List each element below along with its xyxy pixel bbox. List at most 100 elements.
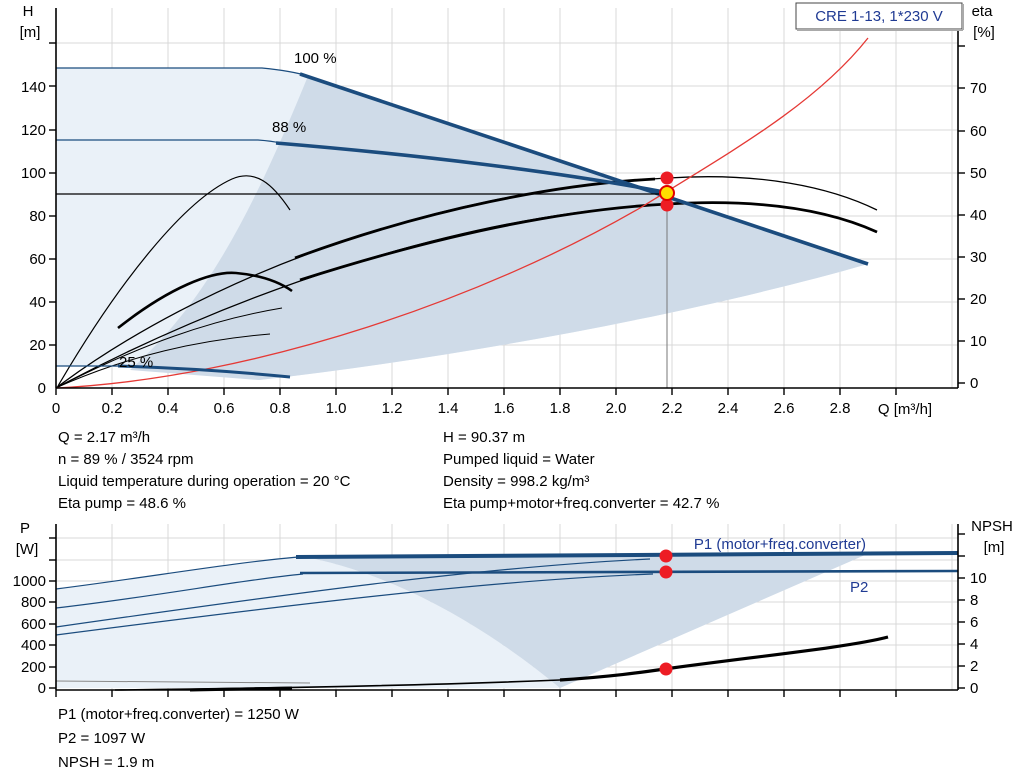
svg-text:20: 20 xyxy=(970,291,987,308)
svg-text:80: 80 xyxy=(29,208,46,225)
svg-text:2.8: 2.8 xyxy=(830,400,851,417)
svg-text:1.6: 1.6 xyxy=(494,400,515,417)
svg-text:H = 90.37 m: H = 90.37 m xyxy=(443,429,525,446)
curve-25-percent xyxy=(117,364,291,379)
svg-text:140: 140 xyxy=(21,79,46,96)
system-curve xyxy=(55,37,869,389)
x-tick-labels: 0 0.2 0.4 0.6 0.8 1.0 1.2 1.4 1.6 1.8 2.… xyxy=(52,400,851,417)
power-curves xyxy=(55,551,959,636)
svg-text:2.2: 2.2 xyxy=(662,400,683,417)
curve-88-percent xyxy=(275,141,665,194)
pump-title-box: CRE 1-13, 1*230 V xyxy=(795,2,964,31)
p-axis-unit: [W] xyxy=(16,541,39,558)
svg-text:Q = 2.17 m³/h: Q = 2.17 m³/h xyxy=(58,429,150,446)
x-axis-title: Q [m³/h] xyxy=(878,401,932,418)
svg-text:8: 8 xyxy=(970,592,978,609)
y-left-axis-title: H xyxy=(23,3,34,20)
y-right-tick-labels: 70 60 50 40 30 20 10 0 xyxy=(970,80,987,392)
svg-text:P1 (motor+freq.converter) = 12: P1 (motor+freq.converter) = 1250 W xyxy=(58,706,300,723)
svg-text:1.0: 1.0 xyxy=(326,400,347,417)
power-envelope-light xyxy=(56,556,560,688)
npsh-axis-title: NPSH xyxy=(971,518,1013,535)
svg-text:Density = 998.2 kg/m³: Density = 998.2 kg/m³ xyxy=(443,473,589,490)
svg-text:40: 40 xyxy=(970,207,987,224)
eta-total-marker xyxy=(660,198,674,212)
y-left-axis-unit: [m] xyxy=(20,24,41,41)
curve-npsh-thick xyxy=(559,635,889,682)
y-right-axis-unit: [%] xyxy=(973,24,995,41)
results-bottom: P1 (motor+freq.converter) = 1250 W P2 = … xyxy=(58,706,300,771)
svg-text:Pumped liquid = Water: Pumped liquid = Water xyxy=(443,451,595,468)
eta-total-curve-thick xyxy=(299,201,878,282)
p2-marker xyxy=(659,565,673,579)
svg-text:0: 0 xyxy=(970,375,978,392)
svg-text:600: 600 xyxy=(21,616,46,633)
npsh-axis-unit: [m] xyxy=(984,539,1005,556)
p-axis-title: P xyxy=(20,520,30,537)
label-speed-100: 100 % xyxy=(294,50,337,67)
svg-text:0: 0 xyxy=(38,680,46,697)
label-speed-25: 25 % xyxy=(119,354,153,371)
results-top: Q = 2.17 m³/h n = 89 % / 3524 rpm Liquid… xyxy=(58,429,719,512)
svg-text:0.8: 0.8 xyxy=(270,400,291,417)
eta-arc-small-thin xyxy=(57,175,291,387)
p-tick-labels: 1000 800 600 400 200 0 xyxy=(13,573,46,697)
npsh-tick-labels: 10 8 6 4 2 0 xyxy=(970,570,987,697)
svg-text:1000: 1000 xyxy=(13,573,46,590)
curve-p1 xyxy=(295,551,959,559)
svg-text:800: 800 xyxy=(21,594,46,611)
svg-text:1.4: 1.4 xyxy=(438,400,459,417)
svg-text:100: 100 xyxy=(21,165,46,182)
pump-title: CRE 1-13, 1*230 V xyxy=(815,8,943,25)
svg-text:60: 60 xyxy=(29,251,46,268)
svg-text:n = 89 % / 3524 rpm: n = 89 % / 3524 rpm xyxy=(58,451,194,468)
top-axes xyxy=(49,8,965,395)
svg-text:2.6: 2.6 xyxy=(774,400,795,417)
svg-text:0: 0 xyxy=(52,400,60,417)
svg-text:2.4: 2.4 xyxy=(718,400,739,417)
svg-text:50: 50 xyxy=(970,165,987,182)
svg-text:10: 10 xyxy=(970,333,987,350)
y-right-axis-title: eta xyxy=(972,3,994,20)
svg-text:10: 10 xyxy=(970,570,987,587)
svg-text:NPSH = 1.9 m: NPSH = 1.9 m xyxy=(58,754,154,771)
svg-text:0.2: 0.2 xyxy=(102,400,123,417)
svg-text:P2 = 1097 W: P2 = 1097 W xyxy=(58,730,146,747)
label-p1-curve: P1 (motor+freq.converter) xyxy=(694,536,866,553)
svg-text:70: 70 xyxy=(970,80,987,97)
svg-text:2: 2 xyxy=(970,658,978,675)
svg-text:60: 60 xyxy=(970,123,987,140)
eta-pump-marker xyxy=(660,171,674,185)
svg-text:Eta pump = 48.6 %: Eta pump = 48.6 % xyxy=(58,495,186,512)
curve-100-percent xyxy=(299,72,869,266)
svg-text:Eta pump+motor+freq.converter: Eta pump+motor+freq.converter = 42.7 % xyxy=(443,495,719,512)
eta-arc-small-thick xyxy=(117,271,293,330)
npsh-marker xyxy=(659,662,673,676)
svg-text:40: 40 xyxy=(29,294,46,311)
svg-text:Liquid temperature during oper: Liquid temperature during operation = 20… xyxy=(58,473,351,490)
svg-text:200: 200 xyxy=(21,659,46,676)
power-envelope-dark xyxy=(300,555,865,688)
svg-text:400: 400 xyxy=(21,637,46,654)
svg-text:4: 4 xyxy=(970,636,978,653)
svg-text:0.4: 0.4 xyxy=(158,400,179,417)
bottom-chart: P [W] NPSH [m] 1000 800 600 400 200 0 10… xyxy=(13,518,1013,697)
svg-text:20: 20 xyxy=(29,337,46,354)
y-left-tick-labels: 140 120 100 80 60 40 20 0 xyxy=(21,79,46,397)
top-chart: H [m] eta [%] Q [m³/h] 140 120 100 80 60… xyxy=(20,2,995,418)
label-p2-curve: P2 xyxy=(850,579,868,596)
svg-text:1.8: 1.8 xyxy=(550,400,571,417)
duty-point-marker xyxy=(659,185,675,201)
svg-text:0: 0 xyxy=(38,380,46,397)
curve-p2 xyxy=(299,569,959,575)
svg-text:0: 0 xyxy=(970,680,978,697)
qh-curves xyxy=(56,67,869,379)
svg-text:2.0: 2.0 xyxy=(606,400,627,417)
p1-marker xyxy=(659,549,673,563)
svg-text:0.6: 0.6 xyxy=(214,400,235,417)
svg-text:1.2: 1.2 xyxy=(382,400,403,417)
svg-text:30: 30 xyxy=(970,249,987,266)
bottom-axes xyxy=(49,524,965,697)
